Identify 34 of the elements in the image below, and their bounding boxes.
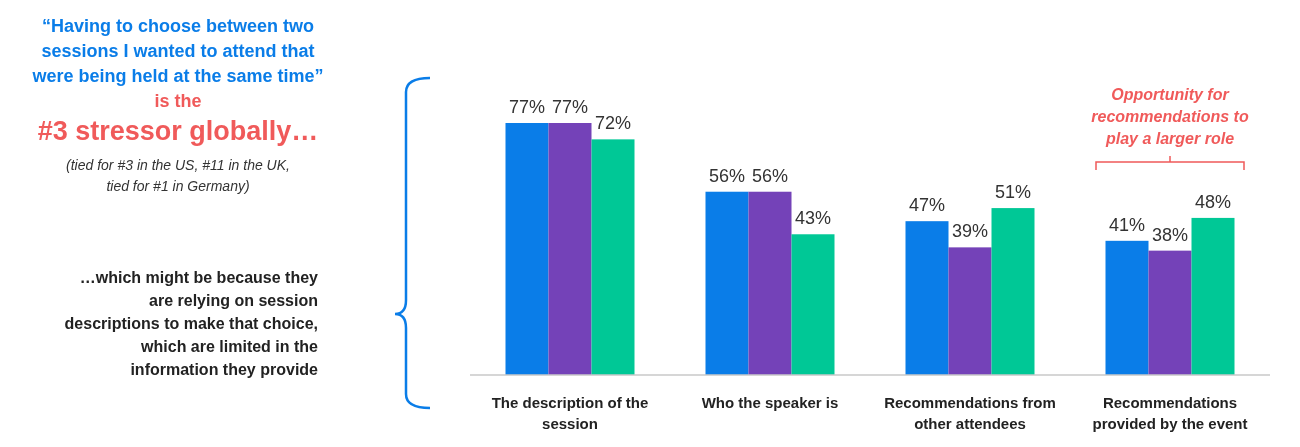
x-tick-label: Who the speaker is xyxy=(701,394,839,411)
bar xyxy=(505,123,549,375)
data-label: 41% xyxy=(1108,214,1146,235)
bar xyxy=(1148,250,1192,375)
text: is the xyxy=(154,91,202,111)
bar xyxy=(905,221,949,375)
x-tick-label: Recommendations provided by the event xyxy=(1092,394,1248,432)
data-label: 56% xyxy=(751,165,789,186)
data-label: 51% xyxy=(994,182,1032,203)
bar xyxy=(991,208,1035,375)
bar xyxy=(1191,217,1235,375)
x-tick-label: Recommendations from other attendees xyxy=(884,394,1056,432)
bar xyxy=(791,234,835,375)
bar xyxy=(1105,240,1149,375)
annotation: Opportunity for recommendations to play a larger role xyxy=(1091,86,1249,147)
text: #3 stressor globally… xyxy=(37,116,319,146)
data-label: 77% xyxy=(551,97,589,117)
bar xyxy=(548,123,592,375)
text: “Having to choose between two sessions I wanted to attend that were being held at the same time” xyxy=(32,16,324,86)
data-label: 48% xyxy=(1194,191,1232,212)
data-label: 43% xyxy=(794,208,832,229)
bar xyxy=(748,191,792,375)
data-label: 72% xyxy=(594,113,632,134)
data-label: 77% xyxy=(508,97,546,117)
bar xyxy=(705,191,749,375)
x-tick-label: The description of the session xyxy=(491,394,649,432)
text: (tied for #3 in the US, #11 in the UK, tied for #1 in Germany) xyxy=(66,157,290,194)
data-label: 39% xyxy=(951,221,989,242)
data-label: 56% xyxy=(708,165,746,186)
data-label: 47% xyxy=(908,195,946,216)
bar xyxy=(948,247,992,375)
text: …which might be because they are relying on session descriptions to make that choice, which are limited in the information they provide xyxy=(64,269,319,378)
bar xyxy=(591,139,635,375)
data-label: 38% xyxy=(1151,224,1189,245)
